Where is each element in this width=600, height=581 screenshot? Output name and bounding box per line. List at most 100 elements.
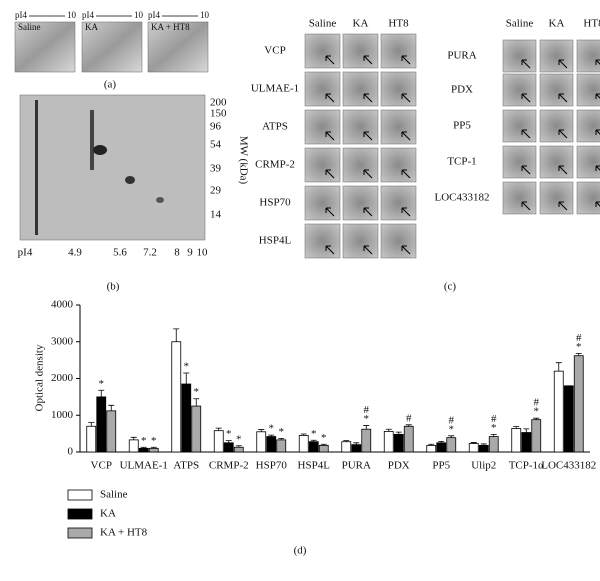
pi-label: pI4 [82, 10, 94, 20]
bar [393, 433, 404, 453]
error-bar [555, 362, 562, 372]
arrow-icon [558, 201, 568, 211]
gel-crop [342, 71, 379, 107]
arrow-icon [401, 245, 411, 255]
significance-mark: * [364, 413, 370, 425]
gel-crop [342, 33, 379, 69]
gel-streak [90, 110, 94, 170]
gel-crop [576, 109, 600, 143]
mw-axis-label: MW (kDa) [237, 136, 249, 185]
y-tick-label: 2000 [51, 372, 74, 384]
gel-crop [502, 181, 537, 215]
arrow-icon [401, 131, 411, 141]
significance-mark: # [491, 413, 497, 425]
arrow-icon [325, 55, 335, 65]
column-header: KA [549, 18, 565, 30]
x-tick-label: ULMAE-1 [120, 460, 168, 472]
error-bar [395, 431, 402, 435]
error-bar [480, 443, 487, 446]
x-tick-label: PP5 [432, 460, 450, 472]
arrow-icon [363, 245, 373, 255]
error-bar [173, 328, 180, 342]
gel-label: Saline [18, 22, 41, 32]
bar [256, 431, 267, 453]
mw-label: 29 [210, 185, 222, 197]
arrow-icon [325, 93, 335, 103]
gel-label: KA + HT8 [151, 22, 190, 32]
x-tick-label: CRMP-2 [209, 460, 249, 472]
pi-label: 8 [174, 247, 180, 259]
x-tick-label: HSP4L [298, 460, 331, 472]
gel-crop [380, 71, 417, 107]
error-bar [353, 442, 360, 445]
arrow-icon [401, 169, 411, 179]
bar [191, 405, 202, 453]
bar [446, 437, 457, 453]
arrow-icon [325, 207, 335, 217]
bar [266, 436, 277, 453]
y-tick-label: 1000 [51, 409, 74, 421]
gel-crop [502, 39, 537, 73]
gel-crop [539, 145, 574, 179]
bar [436, 442, 447, 453]
column-header: Saline [506, 18, 534, 30]
significance-mark: * [236, 433, 242, 445]
gel-image [14, 21, 76, 73]
bar [511, 428, 522, 453]
protein-label: PDX [451, 84, 473, 96]
gel-crop [539, 39, 574, 73]
error-bar [88, 422, 95, 427]
error-bar [130, 436, 137, 440]
error-bar [438, 440, 445, 443]
bar [361, 428, 372, 453]
gel-crop [576, 145, 600, 179]
gel-label: KA [85, 22, 98, 32]
arrow-icon [521, 93, 531, 103]
gel-image [147, 21, 209, 73]
error-bar [258, 429, 265, 432]
arrow-icon [558, 129, 568, 139]
error-bar [523, 428, 530, 433]
pi-label: 10 [200, 10, 210, 20]
gel-crop [380, 33, 417, 69]
bar [276, 439, 287, 453]
column-header: Saline [309, 18, 337, 30]
mw-label: 200 [210, 97, 227, 109]
pi-label: pI4 [15, 10, 27, 20]
bar [96, 396, 107, 453]
arrow-icon [363, 207, 373, 217]
gel-spot [156, 197, 164, 203]
x-tick-label: ATPS [173, 460, 199, 472]
significance-mark: * [576, 341, 582, 353]
significance-mark: # [364, 404, 370, 416]
gel-crop [576, 39, 600, 73]
protein-label: PP5 [453, 120, 471, 132]
arrow-icon [401, 207, 411, 217]
arrow-icon [363, 55, 373, 65]
significance-mark: * [311, 428, 317, 440]
significance-mark: * [184, 361, 190, 373]
x-tick-label: Ulip2 [471, 460, 496, 472]
error-bar [98, 389, 105, 397]
gel-crop [380, 109, 417, 145]
gel-crop [304, 33, 341, 69]
gel-crop [342, 147, 379, 183]
error-bar [385, 428, 392, 432]
gel-image [19, 94, 206, 241]
bar [308, 441, 319, 453]
error-bar [363, 425, 370, 430]
bar [468, 443, 479, 453]
significance-mark: * [99, 378, 105, 390]
x-tick-label: VCP [91, 460, 112, 472]
bar [341, 441, 352, 453]
bar [403, 425, 414, 453]
pi-label: 5.6 [113, 247, 127, 259]
significance-mark: * [226, 428, 232, 440]
error-bar [405, 424, 412, 427]
significance-mark: * [194, 386, 200, 398]
error-bar [225, 440, 232, 443]
gel-image [81, 21, 143, 73]
arrow-icon [325, 169, 335, 179]
significance-mark: * [534, 406, 540, 418]
gel-crop [380, 223, 417, 259]
